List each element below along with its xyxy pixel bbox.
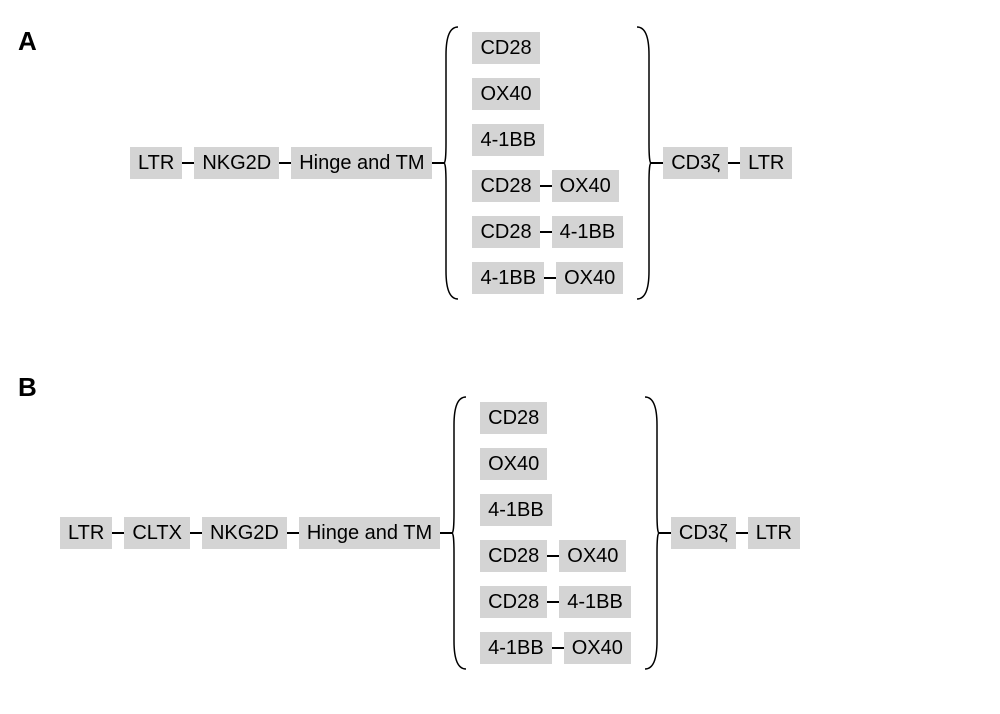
- panel-a-option-group: CD28 OX40 4-1BB CD28 OX40 CD28 4-1BB 4-1…: [444, 22, 651, 304]
- option-box: CD28: [480, 402, 547, 434]
- option-box: CD28: [472, 170, 539, 202]
- connector: [547, 601, 559, 603]
- option-box: OX40: [552, 170, 619, 202]
- panel-a-label: A: [18, 26, 37, 57]
- panel-a-prefix-0: LTR: [130, 147, 182, 179]
- option-row: OX40: [472, 78, 623, 110]
- option-row: 4-1BB: [472, 124, 623, 156]
- option-box: OX40: [480, 448, 547, 480]
- option-row: CD28 OX40: [472, 170, 623, 202]
- connector: [547, 555, 559, 557]
- option-row: CD28: [472, 32, 623, 64]
- panel-a-options: CD28 OX40 4-1BB CD28 OX40 CD28 4-1BB 4-1…: [460, 22, 635, 304]
- connector: [544, 277, 556, 279]
- panel-b-prefix-3: Hinge and TM: [299, 517, 440, 549]
- option-box: OX40: [556, 262, 623, 294]
- right-bracket-icon: [643, 395, 659, 671]
- option-row: CD28 4-1BB: [480, 586, 631, 618]
- connector: [440, 532, 452, 534]
- option-row: OX40: [480, 448, 631, 480]
- panel-b-prefix-1: CLTX: [124, 517, 190, 549]
- panel-b-options: CD28 OX40 4-1BB CD28 OX40 CD28 4-1BB 4-1…: [468, 392, 643, 674]
- panel-b-prefix-0: LTR: [60, 517, 112, 549]
- option-box: CD28: [480, 540, 547, 572]
- panel-a-chain: LTR NKG2D Hinge and TM CD28 OX40 4-1BB C…: [130, 22, 792, 304]
- connector: [432, 162, 444, 164]
- option-box: 4-1BB: [480, 632, 552, 664]
- option-box: OX40: [564, 632, 631, 664]
- panel-a-suffix: CD3ζ LTR: [651, 147, 792, 179]
- option-box: 4-1BB: [552, 216, 624, 248]
- panel-a-prefix-1: NKG2D: [194, 147, 279, 179]
- option-box: 4-1BB: [472, 124, 544, 156]
- panel-a-suffix-0: CD3ζ: [663, 147, 728, 179]
- connector: [552, 647, 564, 649]
- option-row: 4-1BB OX40: [472, 262, 623, 294]
- option-box: CD28: [472, 216, 539, 248]
- panel-b-suffix-0: CD3ζ: [671, 517, 736, 549]
- option-row: 4-1BB OX40: [480, 632, 631, 664]
- connector: [112, 532, 124, 534]
- option-box: CD28: [480, 586, 547, 618]
- option-box: OX40: [472, 78, 539, 110]
- connector: [287, 532, 299, 534]
- connector: [728, 162, 740, 164]
- connector: [190, 532, 202, 534]
- left-bracket-icon: [452, 395, 468, 671]
- option-box: OX40: [559, 540, 626, 572]
- option-box: 4-1BB: [559, 586, 631, 618]
- connector: [182, 162, 194, 164]
- panel-b-option-group: CD28 OX40 4-1BB CD28 OX40 CD28 4-1BB 4-1…: [452, 392, 659, 674]
- panel-b-prefix-2: NKG2D: [202, 517, 287, 549]
- connector: [279, 162, 291, 164]
- option-row: CD28: [480, 402, 631, 434]
- option-row: 4-1BB: [480, 494, 631, 526]
- option-box: 4-1BB: [472, 262, 544, 294]
- connector: [540, 231, 552, 233]
- connector: [659, 532, 671, 534]
- panel-b-label: B: [18, 372, 37, 403]
- option-row: CD28 4-1BB: [472, 216, 623, 248]
- option-box: 4-1BB: [480, 494, 552, 526]
- panel-a-prefix-2: Hinge and TM: [291, 147, 432, 179]
- connector: [736, 532, 748, 534]
- panel-b-suffix-1: LTR: [748, 517, 800, 549]
- left-bracket-icon: [444, 25, 460, 301]
- right-bracket-icon: [635, 25, 651, 301]
- connector: [540, 185, 552, 187]
- panel-b-suffix: CD3ζ LTR: [659, 517, 800, 549]
- panel-b-chain: LTR CLTX NKG2D Hinge and TM CD28 OX40 4-…: [60, 392, 800, 674]
- panel-a-suffix-1: LTR: [740, 147, 792, 179]
- option-row: CD28 OX40: [480, 540, 631, 572]
- connector: [651, 162, 663, 164]
- option-box: CD28: [472, 32, 539, 64]
